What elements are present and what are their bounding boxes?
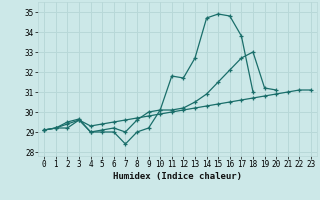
X-axis label: Humidex (Indice chaleur): Humidex (Indice chaleur) bbox=[113, 172, 242, 181]
